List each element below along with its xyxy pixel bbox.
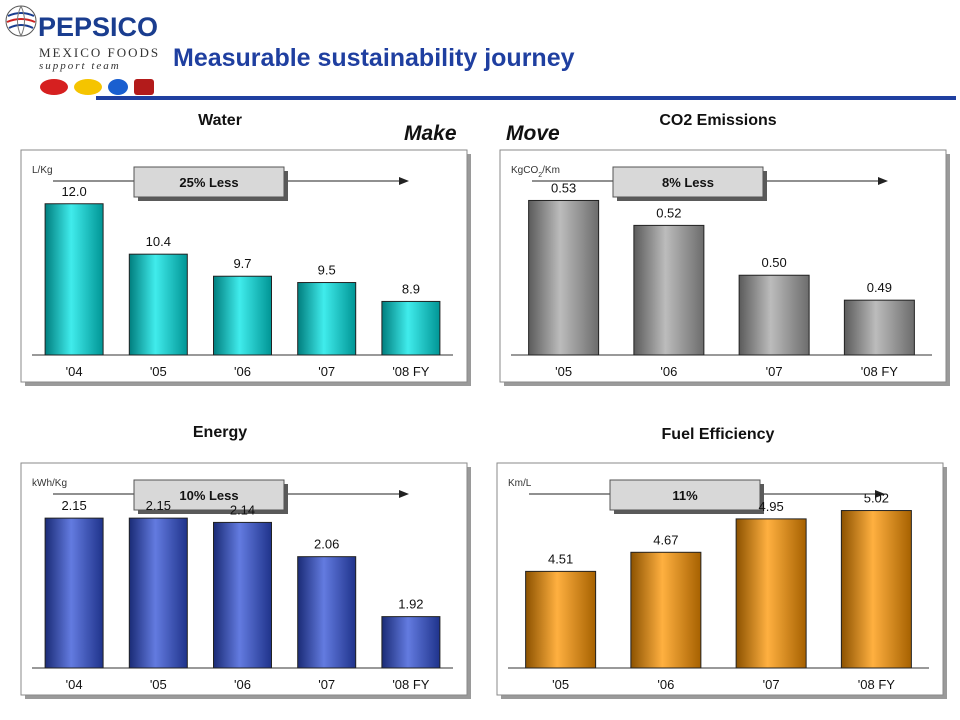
x-tick-label: '05 — [150, 364, 167, 379]
title-underline — [96, 96, 956, 100]
make-label: Make — [404, 122, 457, 145]
fuel-chart: Km/L 11% 4.51 '05 4.67 '06 4.95 '07 5.02 '08 FY — [496, 462, 947, 699]
value-label: 1.92 — [398, 597, 423, 612]
bar-07 — [738, 274, 810, 356]
x-tick-label: '06 — [660, 364, 677, 379]
value-label: 2.06 — [314, 537, 339, 552]
bar-06 — [213, 521, 272, 669]
bar-05 — [528, 199, 600, 356]
callout-text: 25% Less — [179, 175, 238, 190]
bar-08FY — [381, 616, 441, 669]
value-label: 2.14 — [230, 502, 255, 517]
bar-07 — [297, 282, 357, 356]
value-label: 4.51 — [548, 551, 573, 566]
callout-box — [609, 479, 761, 511]
x-tick-label: '04 — [66, 364, 83, 379]
energy-chart: kWh/Kg 10% Less 2.15 '04 2.15 '05 2.14 '06 2.06 '… — [20, 462, 471, 699]
co2-chart-title: CO2 Emissions — [659, 112, 777, 129]
x-tick-label: '07 — [766, 364, 783, 379]
page-title: Measurable sustainability journey — [173, 44, 575, 72]
bar-08FY — [843, 299, 915, 356]
x-tick-label: '06 — [657, 677, 674, 692]
x-tick-label: '08 FY — [861, 364, 898, 379]
arrow-head-icon — [399, 490, 409, 498]
bar-05 — [525, 570, 597, 669]
value-label: 5.02 — [864, 491, 889, 506]
unit-label: KgCO2/Km — [511, 165, 560, 179]
x-tick-label: '05 — [150, 677, 167, 692]
value-label: 4.95 — [758, 499, 783, 514]
callout-box — [133, 479, 285, 511]
unit-label: L/Kg — [32, 165, 53, 176]
value-label: 8.9 — [402, 281, 420, 296]
x-tick-label: '08 FY — [858, 677, 895, 692]
value-label: 10.4 — [146, 234, 171, 249]
x-tick-label: '05 — [552, 677, 569, 692]
unit-label: kWh/Kg — [32, 478, 67, 489]
bar-04 — [44, 203, 104, 356]
x-tick-label: '08 FY — [392, 677, 429, 692]
value-label: 12.0 — [61, 184, 86, 199]
value-label: 0.49 — [867, 280, 892, 295]
callout-text: 11% — [672, 488, 698, 503]
co2-chart: KgCO2/Km 8% Less 0.53 '05 0.52 '06 0.50 '07 0.49… — [499, 149, 950, 386]
logo-tagline: support team — [39, 60, 121, 72]
pepsico-logo: PEPSICO MEXICO FOODS support team — [2, 2, 172, 97]
arrow-head-icon — [878, 177, 888, 185]
callout-text: 10% Less — [179, 488, 238, 503]
bar-05 — [128, 253, 188, 356]
x-tick-label: '07 — [318, 364, 335, 379]
water-chart-title: Water — [198, 112, 242, 129]
brand-badges — [40, 79, 154, 95]
value-label: 4.67 — [653, 532, 678, 547]
x-tick-label: '06 — [234, 677, 251, 692]
x-tick-label: '05 — [555, 364, 572, 379]
bar-08FY — [840, 510, 912, 669]
fuel-chart-title: Fuel Efficiency — [661, 426, 775, 443]
x-tick-label: '07 — [763, 677, 780, 692]
bar-05 — [128, 517, 188, 669]
value-label: 2.15 — [61, 498, 86, 513]
value-label: 2.15 — [146, 498, 171, 513]
callout-box — [612, 166, 764, 198]
globe-icon — [5, 5, 37, 37]
x-tick-label: '04 — [66, 677, 83, 692]
water-chart: L/Kg 25% Less 12.0 '04 10.4 '05 9.7 '06 9.5 '07 8.… — [20, 149, 471, 386]
bar-07 — [735, 518, 807, 669]
x-tick-label: '06 — [234, 364, 251, 379]
x-tick-label: '07 — [318, 677, 335, 692]
value-label: 9.5 — [318, 263, 336, 278]
callout-box — [133, 166, 285, 198]
bar-08FY — [381, 300, 441, 356]
energy-chart-title: Energy — [192, 424, 248, 441]
bar-04 — [44, 517, 104, 669]
bar-06 — [633, 224, 705, 356]
x-tick-label: '08 FY — [392, 364, 429, 379]
logo-subtitle: MEXICO FOODS — [39, 45, 161, 60]
value-label: 0.52 — [656, 205, 681, 220]
value-label: 0.53 — [551, 180, 576, 195]
callout-text: 8% Less — [662, 175, 714, 190]
value-label: 0.50 — [761, 255, 786, 270]
move-label: Move — [506, 122, 560, 145]
arrow-head-icon — [875, 490, 885, 498]
arrow-head-icon — [399, 177, 409, 185]
value-label: 9.7 — [233, 256, 251, 271]
unit-label: Km/L — [508, 478, 532, 489]
logo-name: PEPSICO — [38, 12, 159, 42]
bar-07 — [297, 556, 357, 669]
bar-06 — [213, 275, 272, 356]
bar-06 — [630, 551, 702, 669]
